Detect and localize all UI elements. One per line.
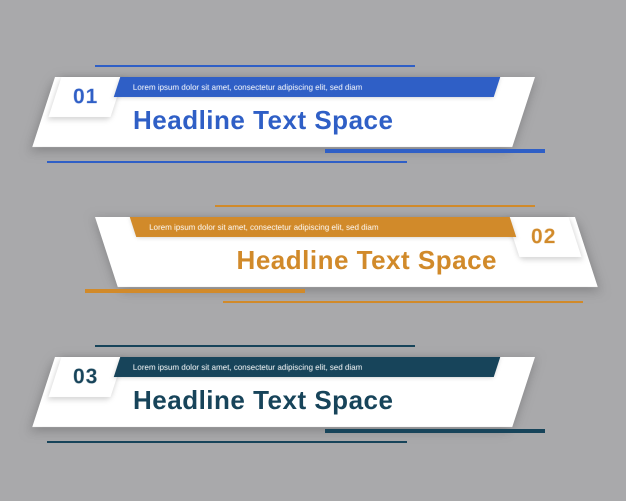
subtitle-ribbon: Lorem ipsum dolor sit amet, consectetur …	[130, 217, 516, 237]
subtitle-text: Lorem ipsum dolor sit amet, consectetur …	[149, 223, 378, 232]
number-chip: 02	[507, 217, 582, 257]
rule-bottom	[47, 441, 407, 443]
headline-text: Headline Text Space	[133, 385, 393, 416]
banner-3: 03 Lorem ipsum dolor sit amet, consectet…	[55, 345, 575, 440]
rule-thick	[325, 149, 545, 153]
subtitle-text: Lorem ipsum dolor sit amet, consectetur …	[133, 83, 362, 92]
number-text: 01	[73, 85, 98, 109]
number-chip: 03	[49, 357, 124, 397]
headline-text: Headline Text Space	[133, 105, 393, 136]
headline-text: Headline Text Space	[237, 245, 497, 276]
banner-2: 02 Lorem ipsum dolor sit amet, consectet…	[55, 205, 575, 300]
subtitle-text: Lorem ipsum dolor sit amet, consectetur …	[133, 363, 362, 372]
banner-1: 01 Lorem ipsum dolor sit amet, consectet…	[55, 65, 575, 160]
number-chip: 01	[49, 77, 124, 117]
rule-bottom	[47, 161, 407, 163]
rule-thick	[325, 429, 545, 433]
subtitle-ribbon: Lorem ipsum dolor sit amet, consectetur …	[114, 77, 500, 97]
rule-top	[95, 345, 415, 347]
number-text: 02	[531, 225, 556, 249]
rule-top	[215, 205, 535, 207]
rule-bottom	[223, 301, 583, 303]
rule-thick	[85, 289, 305, 293]
subtitle-ribbon: Lorem ipsum dolor sit amet, consectetur …	[114, 357, 500, 377]
rule-top	[95, 65, 415, 67]
number-text: 03	[73, 365, 98, 389]
